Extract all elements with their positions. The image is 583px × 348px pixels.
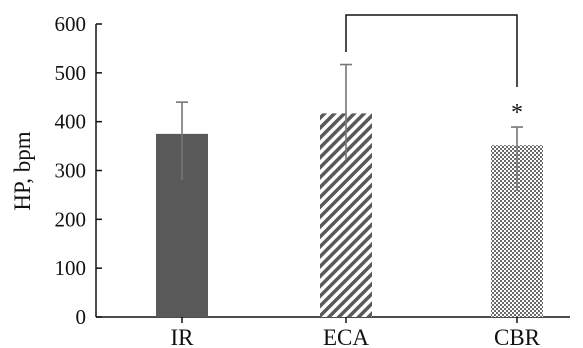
error-bars <box>176 63 523 192</box>
y-ticks: 0 100 200 300 400 500 600 <box>55 12 102 329</box>
y-tick-label: 500 <box>55 61 87 85</box>
bars <box>156 113 543 318</box>
y-axis: 0 100 200 300 400 500 600 <box>55 12 102 329</box>
x-tick-label-cbr: CBR <box>494 325 541 348</box>
significance-annotation: * <box>345 14 523 126</box>
x-tick-labels: IR ECA CBR <box>171 317 541 348</box>
y-tick-label: 400 <box>55 110 87 134</box>
x-tick-label-eca: ECA <box>323 325 369 348</box>
y-tick-label: 600 <box>55 12 87 36</box>
y-tick-label: 100 <box>55 256 87 280</box>
y-tick-label: 200 <box>55 207 87 231</box>
y-axis-title: HP, bpm <box>10 131 35 210</box>
x-tick-label-ir: IR <box>171 325 195 348</box>
significance-bracket <box>345 14 518 87</box>
y-tick-label: 300 <box>55 159 87 183</box>
y-tick-label: 0 <box>76 305 87 329</box>
significance-star: * <box>511 100 523 126</box>
